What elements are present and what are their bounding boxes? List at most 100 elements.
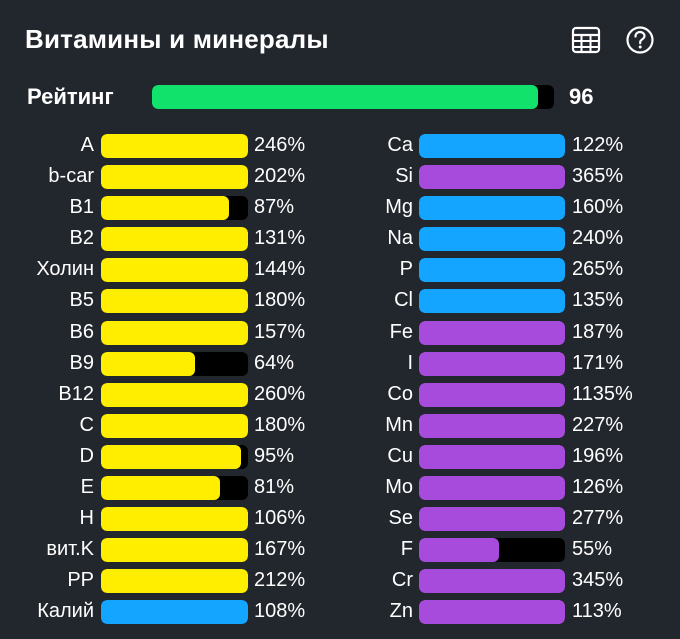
nutrient-bar-track <box>101 258 248 283</box>
nutrient-percent: 265% <box>572 258 624 281</box>
nutrient-percent: 1135% <box>572 382 633 405</box>
nutrient-name: E <box>80 476 94 499</box>
nutrient-bar-fill <box>419 258 565 283</box>
nutrient-name: Mg <box>385 196 413 219</box>
nutrient-name: Cr <box>391 569 413 592</box>
nutrient-bar-fill <box>101 476 221 501</box>
vitamin-row: Калий 108% <box>0 597 330 628</box>
nutrient-name: Se <box>388 507 413 530</box>
nutrient-name: B1 <box>69 196 94 219</box>
nutrient-bar-fill <box>101 538 248 563</box>
nutrient-bar-fill <box>101 196 229 221</box>
vitamin-row: Холин 144% <box>0 255 330 286</box>
nutrient-bar-track <box>419 258 565 283</box>
nutrient-percent: 113% <box>572 600 622 623</box>
nutrient-bar-fill <box>101 569 248 594</box>
nutrient-percent: 95% <box>254 444 295 467</box>
vitamin-row: вит.K 167% <box>0 535 330 566</box>
nutrient-name: H <box>79 507 94 530</box>
nutrient-name: A <box>80 134 94 156</box>
rating-value: 96 <box>569 84 594 109</box>
nutrient-name: Калий <box>37 600 94 623</box>
nutrient-bar-fill <box>419 444 565 469</box>
nutrient-name: Ca <box>387 134 413 156</box>
nutrient-name: B12 <box>58 382 94 405</box>
nutrient-name: b-car <box>48 165 94 188</box>
nutrient-bar-track <box>101 320 248 345</box>
nutrient-percent: 81% <box>254 476 295 499</box>
nutrient-percent: 246% <box>254 134 306 156</box>
nutrient-bar-track <box>101 476 248 501</box>
vitamin-row: b-car 202% <box>0 162 330 193</box>
nutrient-name: Fe <box>389 320 413 343</box>
mineral-row: F 55% <box>330 535 680 566</box>
nutrient-percent: 277% <box>572 507 624 530</box>
nutrient-name: B9 <box>69 351 94 374</box>
nutrient-name: Холин <box>36 258 94 281</box>
rating-bar-fill <box>152 85 538 109</box>
nutrient-bar-track <box>101 134 248 158</box>
mineral-row: Mn 227% <box>330 411 680 442</box>
nutrient-percent: 227% <box>572 413 624 436</box>
nutrient-bar-fill <box>419 507 565 532</box>
nutrient-bar-track <box>419 165 565 190</box>
vitamin-row: PP 212% <box>0 566 330 597</box>
vitamin-row: A 246% <box>0 131 330 162</box>
minerals-list: Ca 122% Si 365% Mg 160% Na 240% P 265% Cl 135% Fe 187… <box>330 131 680 629</box>
nutrient-percent: 180% <box>254 413 306 436</box>
nutrient-percent: 64% <box>254 351 295 374</box>
nutrient-percent: 187% <box>572 320 624 343</box>
nutrient-bar-track <box>101 382 248 407</box>
nutrient-percent: 157% <box>254 320 306 343</box>
nutrient-name: Cu <box>387 444 413 467</box>
nutrient-percent: 144% <box>254 258 306 281</box>
help-button[interactable] <box>624 24 656 56</box>
nutrient-bar-track <box>419 569 565 594</box>
nutrient-percent: 180% <box>254 289 306 312</box>
nutrient-bar-track <box>101 351 248 376</box>
vitamin-row: B9 64% <box>0 349 330 380</box>
section-header: Витамины и минералы <box>0 0 680 80</box>
nutrient-bar-fill <box>101 351 196 376</box>
nutrient-bar-fill <box>101 227 248 252</box>
nutrient-bar-track <box>101 413 248 438</box>
table-icon <box>571 26 601 54</box>
rating-label: Рейтинг <box>27 84 114 109</box>
nutrient-bar-track <box>419 289 565 314</box>
nutrient-name: Cl <box>394 289 413 312</box>
nutrient-bar-fill <box>101 444 241 469</box>
nutrient-bar-track <box>419 413 565 438</box>
nutrient-bar-fill <box>101 600 248 625</box>
vitamin-row: B5 180% <box>0 286 330 317</box>
nutrient-bar-fill <box>419 382 565 407</box>
nutrient-name: Si <box>395 165 413 188</box>
table-view-button[interactable] <box>570 24 602 56</box>
nutrient-bar-track <box>101 289 248 314</box>
nutrient-bar-fill <box>101 320 248 345</box>
nutrient-bar-track <box>419 320 565 345</box>
nutrient-bar-fill <box>419 196 565 221</box>
nutrient-name: Mo <box>385 476 413 499</box>
nutrient-percent: 122% <box>572 134 624 156</box>
nutrient-percent: 108% <box>254 600 306 623</box>
vitamin-row: B12 260% <box>0 380 330 411</box>
nutrient-percent: 160% <box>572 196 624 219</box>
nutrient-name: Zn <box>389 600 413 623</box>
vitamin-row: E 81% <box>0 473 330 504</box>
nutrient-bar-fill <box>419 538 500 563</box>
nutrient-name: B5 <box>69 289 94 312</box>
mineral-row: Cl 135% <box>330 286 680 317</box>
nutrient-percent: 126% <box>572 476 624 499</box>
nutrient-bar-fill <box>419 134 565 158</box>
nutrient-name: Co <box>387 382 413 405</box>
nutrient-percent: 345% <box>572 569 624 592</box>
vitamin-row: B1 87% <box>0 193 330 224</box>
nutrient-bar-fill <box>419 165 565 190</box>
nutrient-bar-fill <box>101 289 248 314</box>
vitamin-row: H 106% <box>0 504 330 535</box>
mineral-row: Se 277% <box>330 504 680 535</box>
rating-row: Рейтинг 96 <box>0 80 680 114</box>
nutrient-bar-track <box>419 444 565 469</box>
mineral-row: Na 240% <box>330 224 680 255</box>
nutrient-bar-track <box>101 227 248 252</box>
